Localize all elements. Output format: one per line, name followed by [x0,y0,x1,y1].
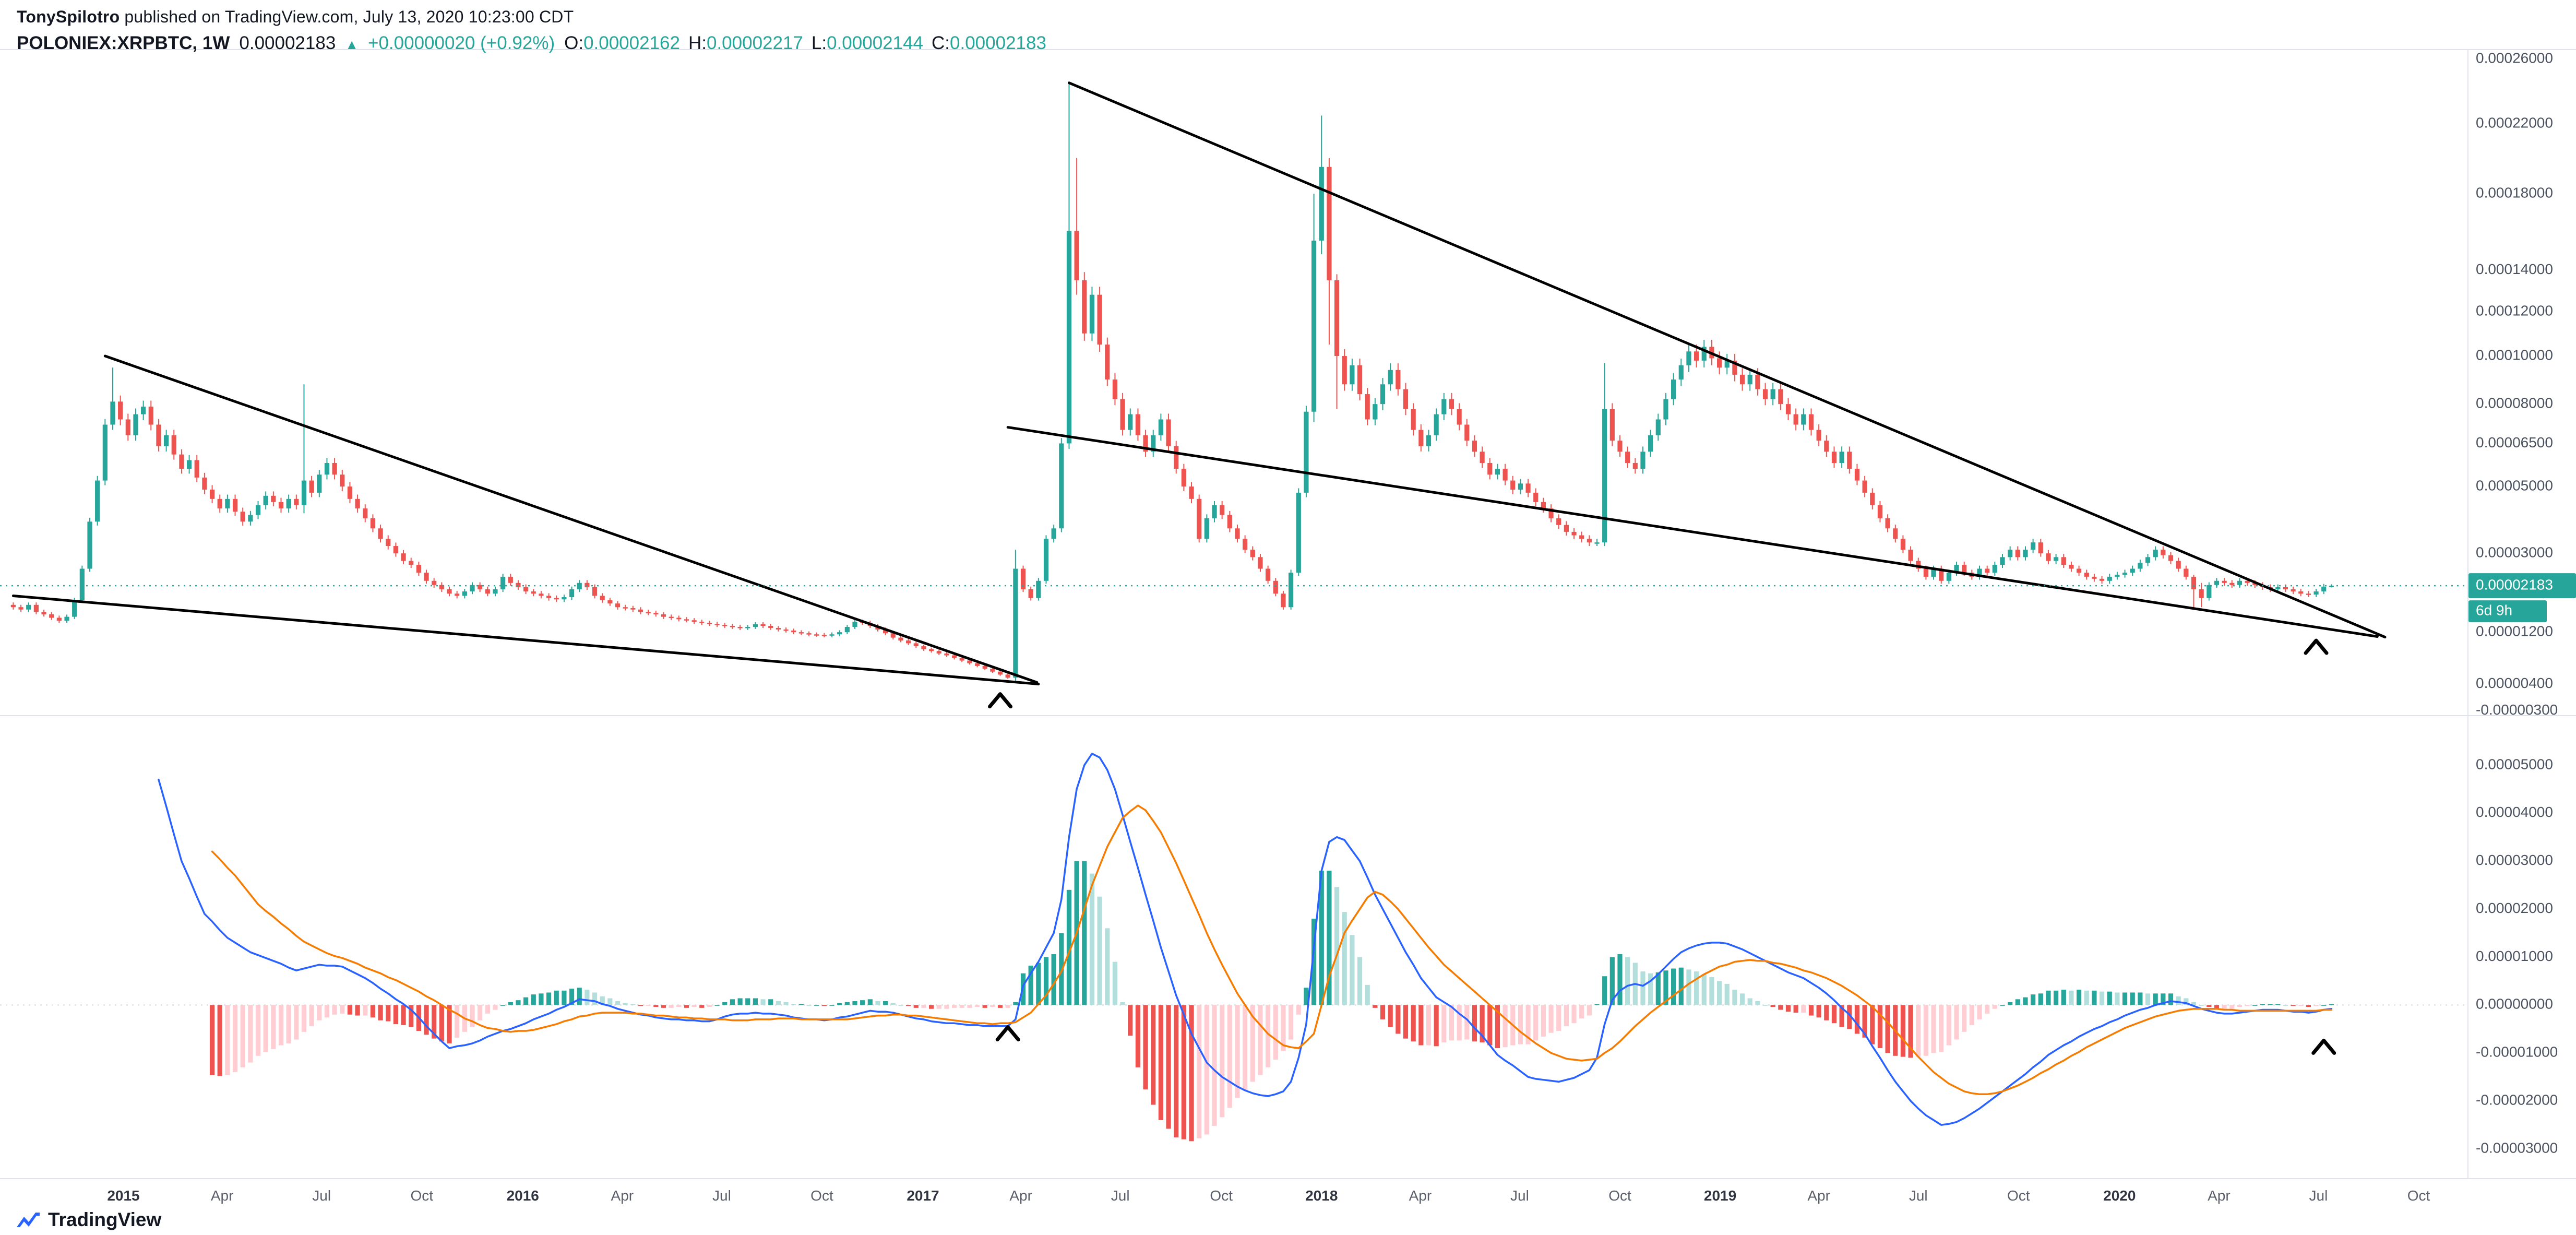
svg-text:Oct: Oct [1210,1188,1233,1204]
high-label: H: [688,33,707,53]
svg-text:0.00005000: 0.00005000 [2476,756,2553,772]
svg-text:Oct: Oct [810,1188,833,1204]
low-value: 0.00002144 [827,33,924,53]
svg-text:Jul: Jul [1909,1188,1928,1204]
svg-text:0.00005000: 0.00005000 [2476,478,2553,494]
svg-text:-0.00000300: -0.00000300 [2476,702,2558,718]
svg-text:Oct: Oct [2007,1188,2030,1204]
svg-text:Jul: Jul [1111,1188,1130,1204]
svg-text:Jul: Jul [1510,1188,1529,1204]
svg-text:6d 9h: 6d 9h [2476,602,2512,619]
svg-text:0.00001200: 0.00001200 [2476,623,2553,639]
svg-text:Apr: Apr [2208,1188,2231,1204]
svg-text:-0.00002000: -0.00002000 [2476,1092,2558,1108]
svg-text:0.00000000: 0.00000000 [2476,996,2553,1012]
svg-text:0.00006500: 0.00006500 [2476,434,2553,450]
close-value: 0.00002183 [950,33,1046,53]
svg-text:2015: 2015 [107,1188,139,1204]
svg-text:0.00026000: 0.00026000 [2476,50,2553,66]
svg-text:2016: 2016 [507,1188,539,1204]
byline-text: published on TradingView.com, July 13, 2… [120,7,574,26]
svg-text:Jul: Jul [712,1188,731,1204]
svg-text:Jul: Jul [312,1188,331,1204]
ohlc-values: O:0.00002162 H:0.00002217 L:0.00002144 C… [564,33,1046,54]
svg-text:Jul: Jul [2309,1188,2328,1204]
svg-text:-0.00001000: -0.00001000 [2476,1044,2558,1060]
svg-text:0.00003000: 0.00003000 [2476,852,2553,868]
macd-histogram[interactable] [209,861,2334,1142]
open-label: O: [564,33,584,53]
svg-text:Apr: Apr [611,1188,634,1204]
svg-text:0.00002000: 0.00002000 [2476,900,2553,916]
macd-line[interactable] [158,753,2333,1126]
svg-text:0.00004000: 0.00004000 [2476,804,2553,820]
falling-wedge-2-lower [1006,426,2379,638]
svg-text:0.00008000: 0.00008000 [2476,395,2553,411]
price-axis[interactable]: 0.00026000 0.00022000 0.00018000 0.00014000… [2476,50,2558,1156]
svg-text:Oct: Oct [1608,1188,1631,1204]
svg-text:Apr: Apr [211,1188,234,1204]
svg-text:-0.00003000: -0.00003000 [2476,1139,2558,1156]
high-value: 0.00002217 [706,33,803,53]
falling-wedge-1-upper [103,354,1039,684]
close-label: C: [932,33,950,53]
svg-text:Apr: Apr [1807,1188,1830,1204]
svg-text:0.00002183: 0.00002183 [2476,577,2553,593]
tradingview-logo-icon[interactable] [16,1209,41,1230]
svg-text:0.00018000: 0.00018000 [2476,185,2553,201]
time-axis[interactable]: 2015 Apr Jul Oct 2016 Apr Jul Oct 2017 Apr Jul Oct 2… [107,1188,2430,1204]
current-price-label: 0.00002183 [2468,573,2576,599]
svg-text:2019: 2019 [1704,1188,1736,1204]
svg-text:2020: 2020 [2103,1188,2136,1204]
arrow-marks [988,638,2336,1055]
signal-line[interactable] [211,804,2333,1096]
falling-wedge-2-upper [1067,81,2387,639]
symbol-line: POLONIEX:XRPBTC, 1W 0.00002183 ▲ +0.0000… [17,33,1046,54]
svg-text:0.00001000: 0.00001000 [2476,948,2553,964]
candlestick-pane[interactable] [10,82,2334,681]
pane-borders [0,49,2576,1179]
bar-countdown-label: 6d 9h [2468,600,2547,623]
svg-text:0.00014000: 0.00014000 [2476,261,2553,277]
svg-text:Apr: Apr [1009,1188,1032,1204]
svg-text:2018: 2018 [1305,1188,1338,1204]
svg-text:Oct: Oct [2407,1188,2430,1204]
svg-text:0.00003000: 0.00003000 [2476,544,2553,561]
byline: TonySpilotro published on TradingView.co… [17,7,1046,27]
svg-text:0.00012000: 0.00012000 [2476,302,2553,318]
svg-text:0.00022000: 0.00022000 [2476,115,2553,131]
svg-text:2017: 2017 [907,1188,939,1204]
falling-wedge-1-lower [11,594,1040,686]
svg-text:0.00010000: 0.00010000 [2476,347,2553,363]
footer-brand-text[interactable]: TradingView [48,1209,162,1230]
open-value: 0.00002162 [583,33,680,53]
svg-text:Oct: Oct [410,1188,433,1204]
footer-brand: TradingView [16,1209,161,1231]
chart-header: TonySpilotro published on TradingView.co… [17,7,1046,54]
trendlines[interactable] [11,81,2387,686]
up-triangle-icon: ▲ [345,37,359,52]
symbol-title: POLONIEX:XRPBTC, 1W [17,33,230,53]
last-price: 0.00002183 [239,33,336,53]
author-link[interactable]: TonySpilotro [17,7,120,26]
low-label: L: [811,33,827,53]
svg-text:Apr: Apr [1409,1188,1432,1204]
price-change: +0.00000020 (+0.92%) [368,33,555,53]
svg-text:0.00000400: 0.00000400 [2476,675,2553,691]
